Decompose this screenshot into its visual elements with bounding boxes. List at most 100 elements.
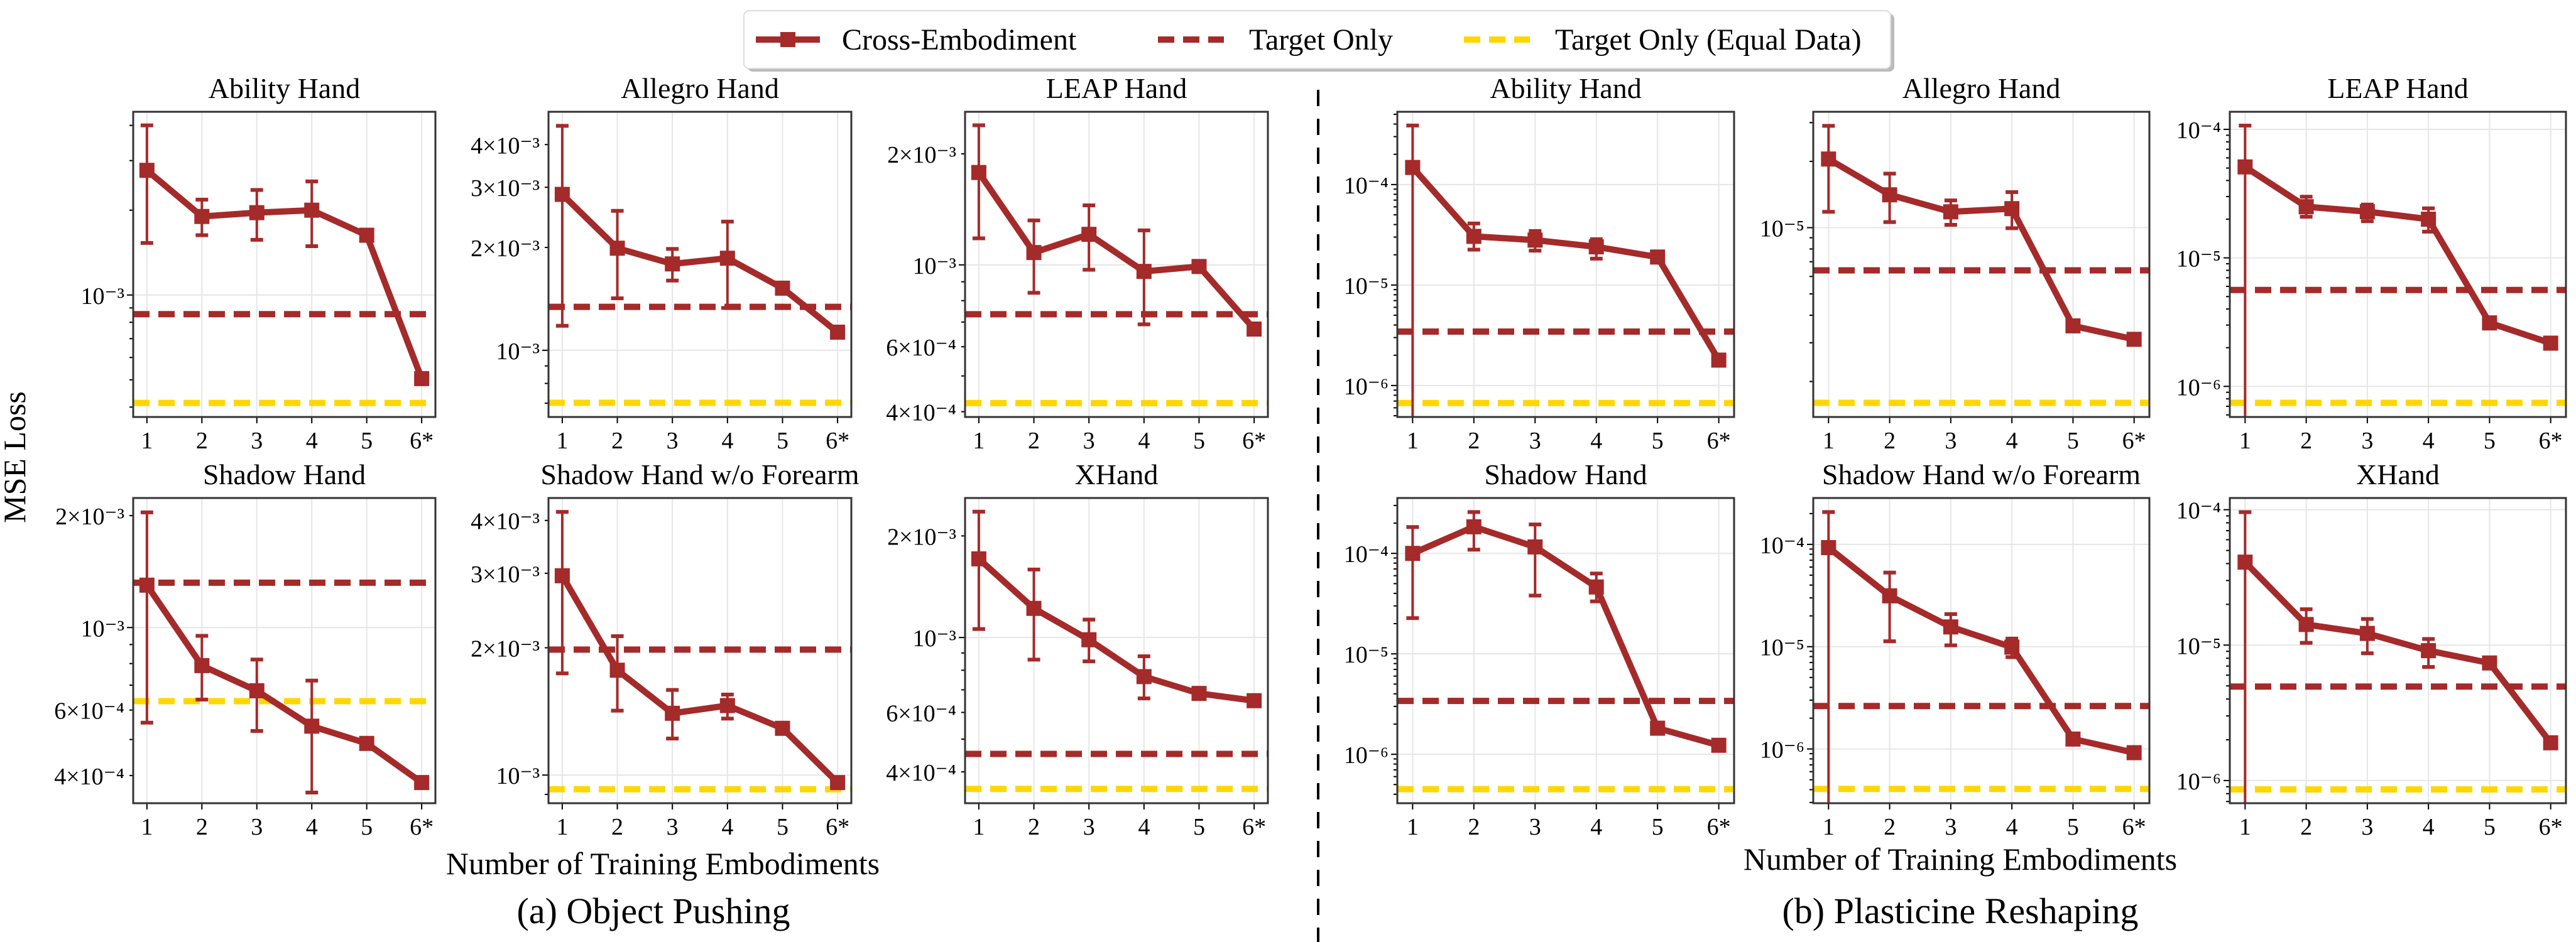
x-tick-label: 6*	[1707, 428, 1731, 454]
data-point	[1588, 239, 1604, 255]
subplot-title: XHand	[2356, 458, 2440, 490]
x-tick-label: 4	[306, 814, 318, 840]
x-tick-label: 2	[1468, 814, 1480, 840]
data-point	[1081, 632, 1097, 647]
x-tick-label: 5	[2067, 814, 2079, 840]
cross-embodiment-line	[1411, 523, 1720, 749]
data-point	[554, 568, 570, 583]
plot-area	[548, 124, 851, 406]
x-tick-label: 2	[2300, 428, 2312, 454]
y-tick-label: 2×10⁻³	[471, 236, 540, 262]
data-point	[1191, 686, 1207, 701]
data-point	[1821, 151, 1836, 167]
data-point	[2065, 731, 2081, 747]
x-tick-label: 2	[1884, 814, 1896, 840]
legend-label: Cross-Embodiment	[842, 23, 1077, 57]
data-point	[139, 163, 155, 178]
data-point	[830, 775, 846, 791]
subplot-title: Ability Hand	[209, 72, 360, 104]
data-point	[2421, 643, 2437, 659]
x-tick-label: 5	[1652, 428, 1664, 454]
x-tick-label: 6*	[410, 428, 434, 454]
y-tick-label: 10⁻⁴	[2176, 117, 2221, 144]
subplot-title: LEAP Hand	[1046, 72, 1187, 104]
data-point	[775, 280, 790, 296]
x-tick-label: 6*	[1242, 428, 1266, 454]
y-tick-label: 2×10⁻³	[55, 504, 124, 530]
data-point	[1650, 720, 1666, 736]
subplot-title: Shadow Hand	[203, 458, 366, 490]
x-tick-label: 4	[2006, 428, 2018, 454]
data-point	[1136, 669, 1152, 685]
data-point	[609, 663, 625, 678]
x-tick-label: 2	[611, 814, 623, 840]
subplot: XHand 2×10⁻³ 10⁻³ 6×10⁻⁴ 4×10⁻⁴ 1 2 3 4 5 6*	[886, 458, 1269, 840]
data-point	[2126, 745, 2142, 761]
x-tick-label: 3	[1945, 428, 1957, 454]
y-tick-label: 10⁻⁴	[1760, 533, 1804, 559]
x-axis-label-a: Number of Training Embodiments	[446, 846, 880, 881]
data-point	[194, 208, 210, 224]
y-tick-label: 10⁻³	[913, 625, 956, 652]
legend-entry-cross: Cross-Embodiment	[756, 23, 1077, 57]
x-tick-label: 1	[1407, 428, 1419, 454]
x-tick-label: 2	[611, 428, 623, 454]
data-point	[1943, 619, 1958, 635]
x-tick-label: 3	[251, 814, 263, 840]
data-point	[1527, 232, 1543, 248]
data-point	[194, 658, 210, 673]
data-point	[719, 698, 735, 713]
data-point	[2004, 201, 2020, 217]
y-tick-label: 10⁻⁶	[1760, 737, 1804, 764]
x-axis-label-b: Number of Training Embodiments	[1744, 842, 2177, 877]
plot-area	[2230, 123, 2566, 417]
axes-frame	[1396, 111, 1735, 418]
cross-embodiment-line	[976, 556, 1255, 704]
y-tick-label: 10⁻⁴	[1344, 173, 1389, 199]
subplot: LEAP Hand 2×10⁻³ 10⁻³ 6×10⁻⁴ 4×10⁻⁴ 1 2 3 4 5 6*	[886, 72, 1269, 454]
axes-frame	[547, 111, 853, 418]
data-point	[2543, 735, 2558, 750]
y-tick-label: 2×10⁻³	[887, 524, 956, 550]
data-point	[414, 775, 430, 791]
subplot-title: Allegro Hand	[1902, 72, 2061, 104]
data-point	[2298, 617, 2314, 632]
x-tick-label: 3	[1529, 428, 1541, 454]
data-point	[2126, 332, 2142, 347]
legend-label: Target Only (Equal Data)	[1555, 23, 1862, 57]
y-tick-label: 10⁻⁴	[1344, 541, 1389, 568]
x-tick-label: 1	[141, 428, 153, 454]
cross-embodiment-line	[144, 583, 424, 786]
legend-box	[743, 10, 1891, 69]
x-tick-label: 6*	[2539, 428, 2563, 454]
data-point	[1405, 546, 1421, 561]
subplot: XHand 10⁻⁴ 10⁻⁵ 10⁻⁶ 1 2 3 4 5 6*	[2176, 458, 2567, 840]
y-tick-label: 10⁻⁶	[1344, 742, 1389, 769]
data-point	[1711, 352, 1727, 368]
caption-a: (a) Object Pushing	[517, 891, 790, 931]
data-point	[139, 577, 155, 593]
caption-b: (b) Plasticine Reshaping	[1782, 891, 2138, 931]
plot-area	[1813, 124, 2149, 406]
y-tick-label: 2×10⁻³	[471, 636, 540, 662]
data-point	[249, 683, 265, 698]
data-point	[2421, 212, 2437, 227]
x-tick-label: 4	[1590, 428, 1602, 454]
panels: Ability Hand 10⁻³ 1 2 3 4 5 6* Allegro Hand 4×10⁻…	[54, 72, 2567, 840]
y-tick-label: 10⁻⁶	[2176, 374, 2221, 401]
x-tick-label: 4	[1138, 814, 1150, 840]
data-point	[1527, 539, 1543, 555]
y-tick-label: 10⁻⁵	[1344, 642, 1389, 668]
x-tick-label: 1	[1823, 428, 1835, 454]
cross-embodiment-line	[2243, 164, 2552, 347]
data-point	[1466, 229, 1482, 244]
subplot: Shadow Hand 10⁻⁴ 10⁻⁵ 10⁻⁶ 1 2 3 4 5 6*	[1344, 458, 1735, 840]
subplot: Ability Hand 10⁻⁴ 10⁻⁵ 10⁻⁶ 1 2 3 4 5 6*	[1344, 72, 1735, 454]
x-tick-label: 2	[196, 428, 208, 454]
x-tick-label: 6*	[1707, 814, 1731, 840]
axes-frame	[1812, 111, 2151, 418]
data-point	[2359, 625, 2375, 641]
y-tick-label: 2×10⁻³	[887, 142, 956, 168]
